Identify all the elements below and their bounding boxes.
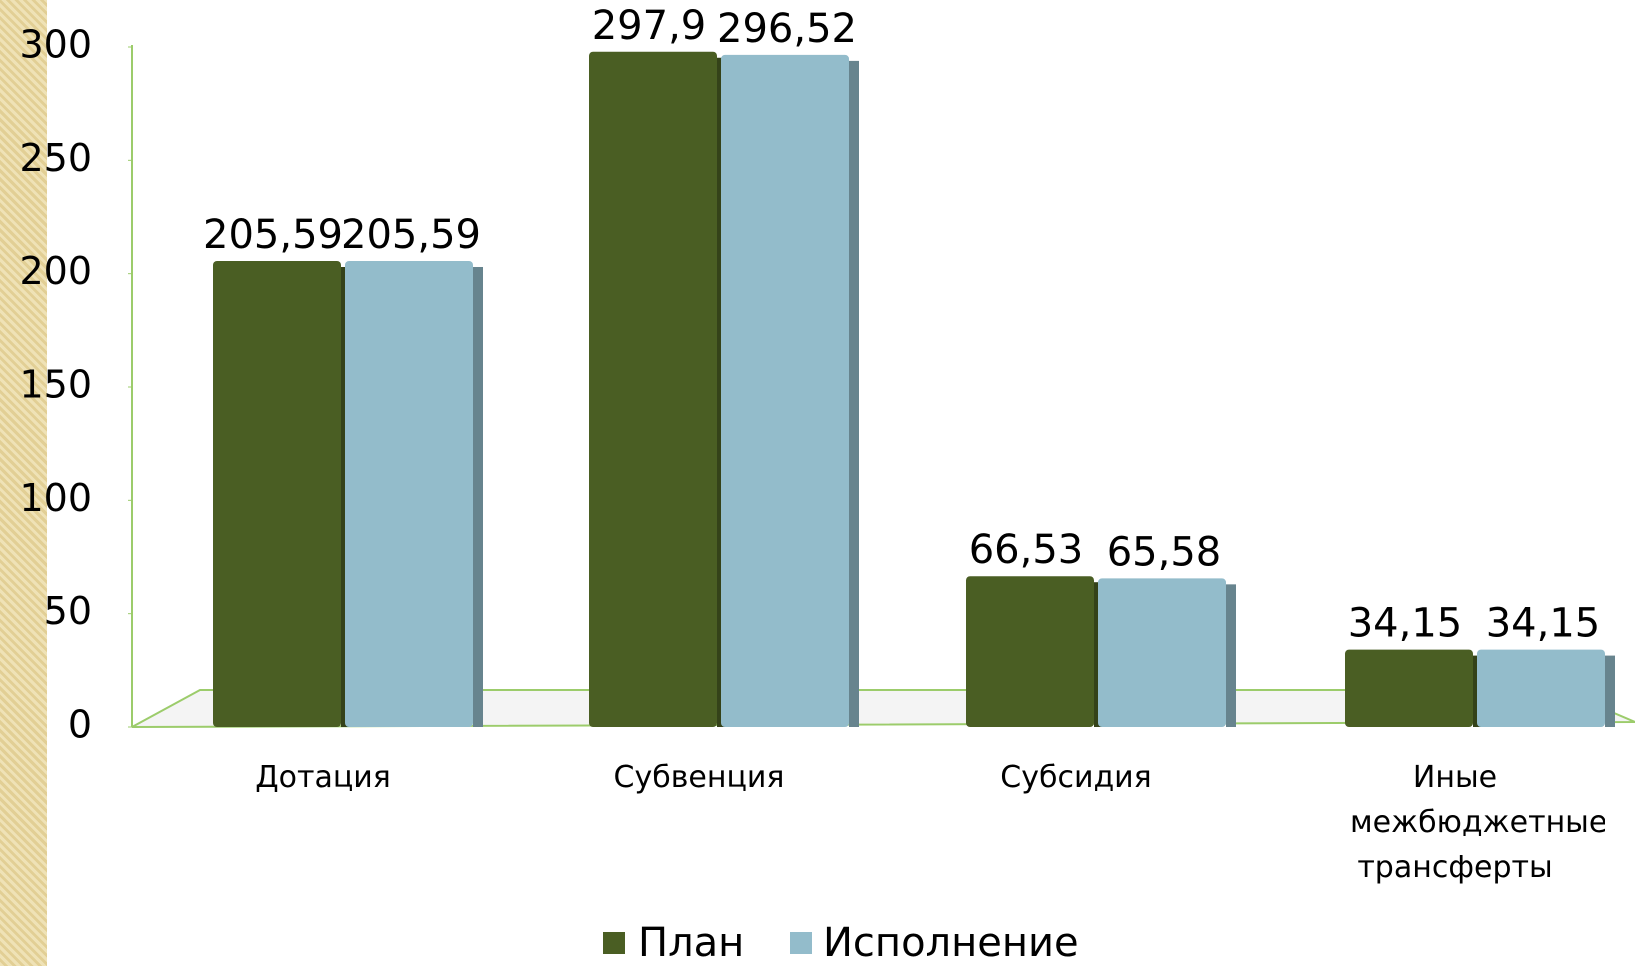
bar	[1477, 649, 1605, 727]
side-strip	[0, 0, 47, 966]
x-tick-label: Субвенция	[613, 760, 785, 795]
bar	[1345, 649, 1473, 727]
bar-side	[849, 60, 859, 727]
bar	[345, 260, 473, 727]
value-label: 296,52	[717, 6, 857, 52]
value-label: 65,58	[1107, 529, 1222, 575]
legend-label: Исполнение	[823, 920, 1079, 966]
x-tick-label: Субсидия	[1000, 760, 1152, 795]
y-tick-label: 250	[19, 136, 92, 180]
legend-swatch	[603, 932, 625, 954]
value-label: 34,15	[1486, 601, 1601, 647]
value-label: 205,59	[203, 212, 343, 258]
y-tick-label: 50	[44, 589, 92, 633]
y-tick-label: 100	[19, 476, 92, 520]
bar	[1098, 578, 1226, 727]
value-label: 66,53	[969, 527, 1084, 573]
x-tick-label: Иные межбюджетные трансферты	[1350, 760, 1605, 885]
x-tick-label-box: Дотация	[255, 760, 391, 795]
bar	[721, 54, 849, 727]
value-label: 34,15	[1348, 601, 1463, 647]
bar-side	[473, 266, 483, 727]
bar	[213, 260, 341, 727]
x-tick-label-box: Субвенция	[613, 760, 785, 795]
y-tick-label: 200	[19, 249, 92, 293]
x-tick-label-box: Иные межбюджетные трансферты	[1350, 760, 1605, 885]
bar	[966, 576, 1094, 727]
legend-label: План	[638, 920, 744, 966]
value-label: 205,59	[341, 212, 481, 258]
y-tick-label: 300	[19, 23, 92, 67]
y-tick-label: 150	[19, 363, 92, 407]
y-tick-label: 0	[68, 703, 92, 747]
legend-swatch	[790, 932, 812, 954]
bar-side	[1226, 584, 1236, 727]
bar	[589, 51, 717, 727]
x-tick-label-box: Субсидия	[1000, 760, 1152, 795]
x-tick-label: Дотация	[255, 760, 391, 795]
value-label: 297,9	[592, 3, 707, 49]
bar-side	[1605, 655, 1615, 727]
